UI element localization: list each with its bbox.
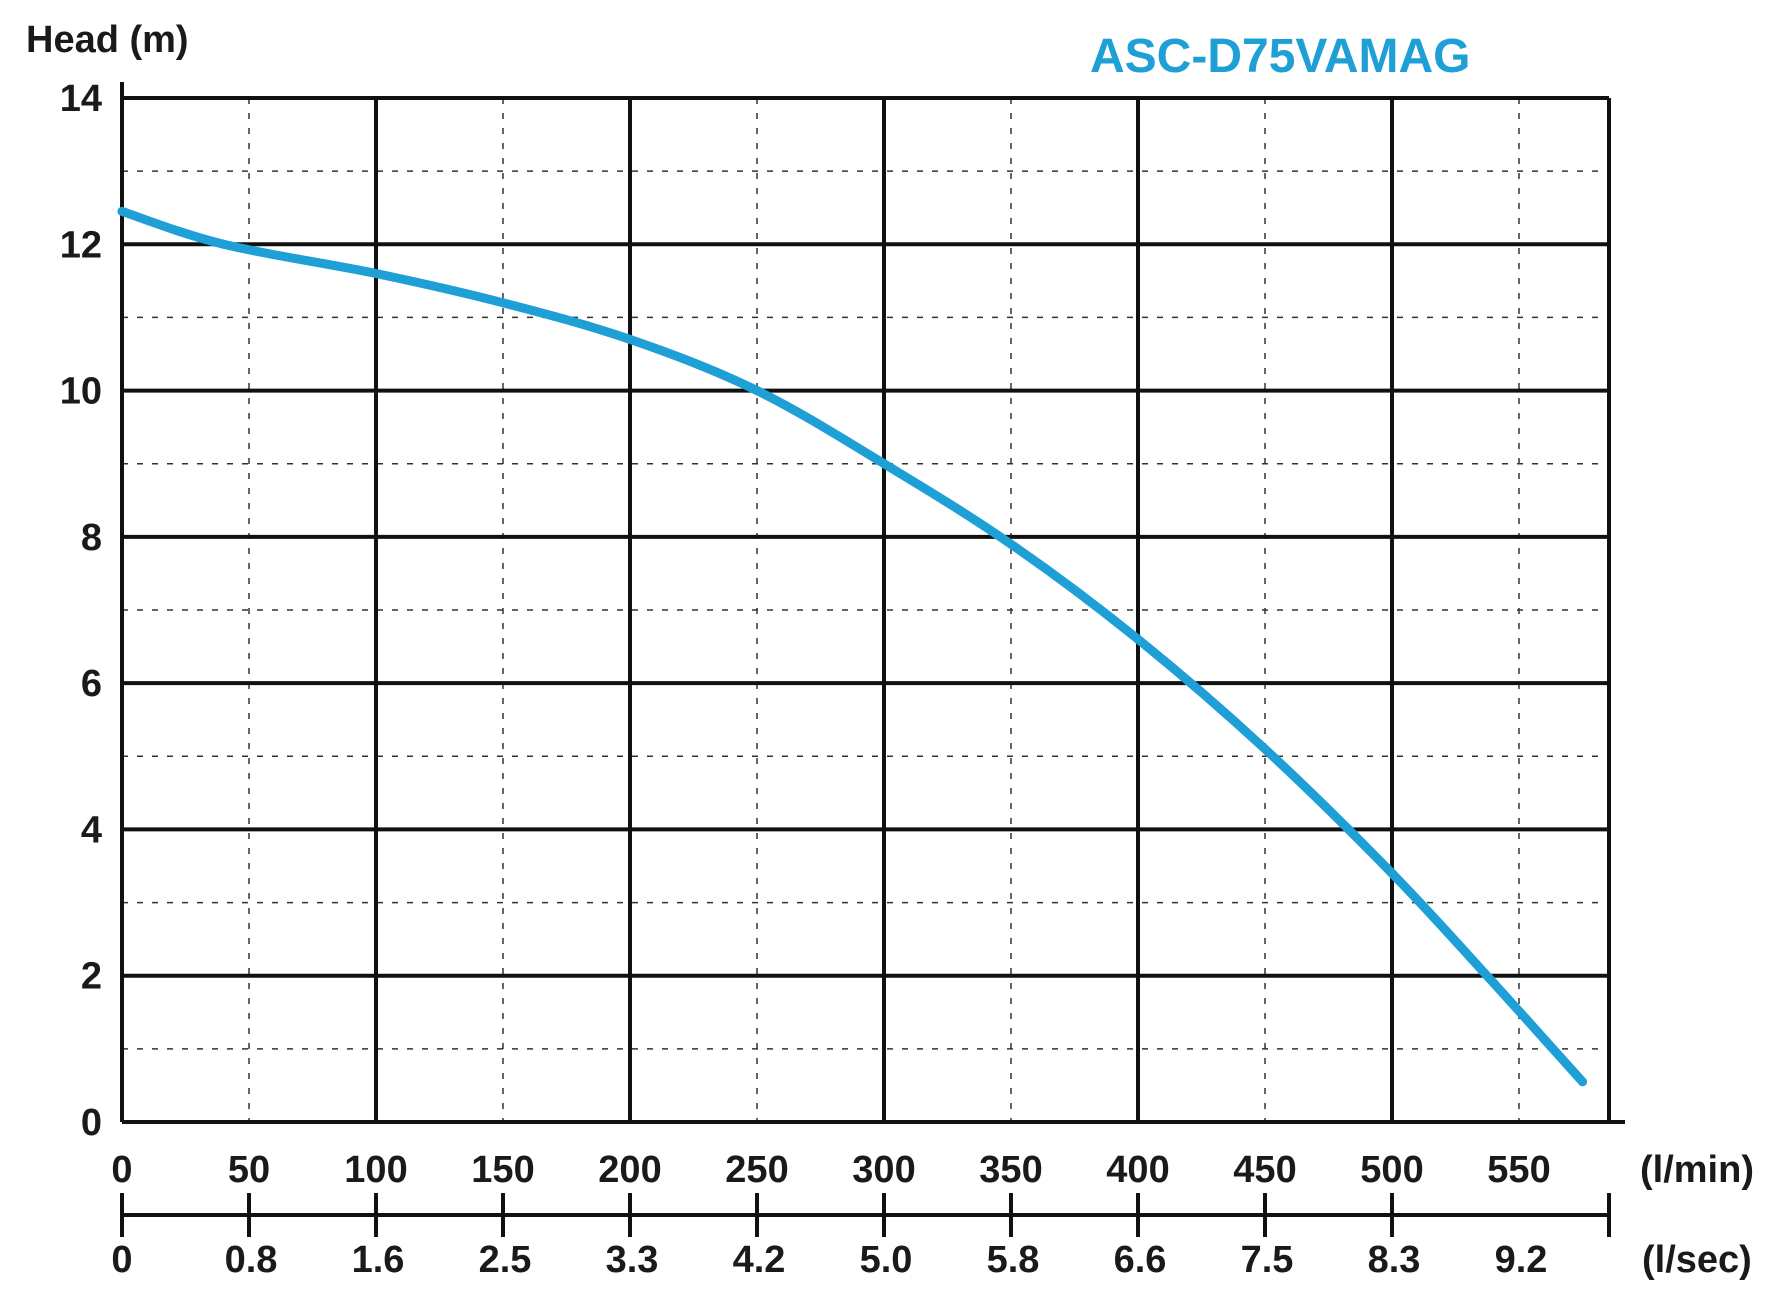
y-tick-label: 8 [81, 517, 102, 559]
data-point [371, 269, 381, 279]
data-point [879, 459, 889, 469]
data-point [117, 206, 127, 216]
x-tick-label: 550 [1487, 1149, 1550, 1191]
x2-tick-label: 6.6 [1114, 1239, 1167, 1281]
x-tick-label: 350 [979, 1149, 1042, 1191]
data-point [498, 298, 508, 308]
x-tick-label: 150 [471, 1149, 534, 1191]
chart-title: ASC-D75VAMAG [1090, 30, 1470, 83]
x2-tick-label: 0.8 [225, 1239, 278, 1281]
plot-frame [120, 82, 1625, 1124]
x2-axis-unit-label: (l/sec) [1642, 1239, 1752, 1281]
x-tick-label: 0 [111, 1149, 132, 1191]
data-point [1006, 539, 1016, 549]
x-tick-label: 450 [1233, 1149, 1296, 1191]
minor-gridlines [122, 98, 1609, 1122]
major-gridlines [122, 98, 1609, 1122]
x-tick-labels: 0 50 100 150 200 250 300 350 400 450 500 550 [111, 1149, 1550, 1191]
x2-tick-label: 9.2 [1495, 1239, 1548, 1281]
y-tick-label: 2 [81, 956, 102, 998]
secondary-x-axis: 0 0.8 1.6 2.5 3.3 4.2 5.0 5.8 6.6 7.5 8.3 9.2 [111, 1193, 1611, 1281]
data-point [752, 386, 762, 396]
x2-tick-label: 5.8 [987, 1239, 1040, 1281]
data-point [1489, 978, 1499, 988]
x-tick-label: 300 [852, 1149, 915, 1191]
x-tick-label: 200 [598, 1149, 661, 1191]
x2-tick-label: 5.0 [860, 1239, 913, 1281]
series-layer [117, 206, 1587, 1087]
x2-tick-label: 0 [111, 1239, 132, 1281]
x2-tick-label: 4.2 [733, 1239, 786, 1281]
data-point [1578, 1077, 1587, 1087]
x2-tick-label: 2.5 [479, 1239, 532, 1281]
y-tick-label: 10 [60, 371, 102, 413]
data-point [1133, 634, 1143, 644]
data-point [1387, 868, 1397, 878]
y-axis-label: Head (m) [26, 19, 189, 61]
x-tick-label: 400 [1106, 1149, 1169, 1191]
x-tick-label: 50 [228, 1149, 270, 1191]
data-point [625, 334, 635, 344]
x2-tick-label: 3.3 [606, 1239, 659, 1281]
x2-tick-label: 8.3 [1368, 1239, 1421, 1281]
x2-tick-label: 1.6 [352, 1239, 405, 1281]
y-tick-label: 6 [81, 663, 102, 705]
series-line [117, 206, 1587, 1087]
y-tick-label: 12 [60, 224, 102, 266]
data-point [219, 239, 229, 249]
y-tick-label: 0 [81, 1102, 102, 1144]
x2-tick-label: 7.5 [1241, 1239, 1294, 1281]
x-tick-label: 250 [725, 1149, 788, 1191]
x-tick-label: 500 [1360, 1149, 1423, 1191]
data-point [1260, 744, 1270, 754]
y-tick-label: 14 [60, 78, 102, 120]
y-tick-label: 4 [81, 809, 102, 851]
x-tick-label: 100 [344, 1149, 407, 1191]
x-axis-unit-label: (l/min) [1640, 1149, 1754, 1191]
y-tick-labels: 0 2 4 6 8 10 12 14 [60, 78, 102, 1144]
